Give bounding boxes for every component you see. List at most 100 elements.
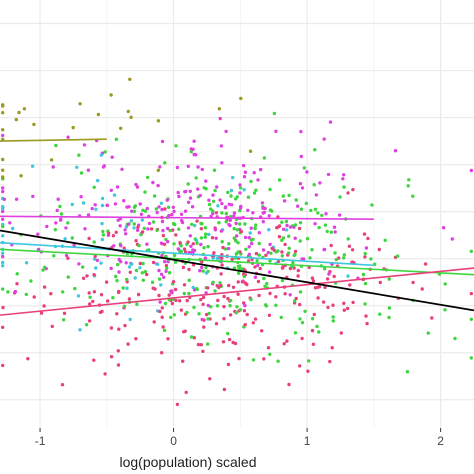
data-point <box>176 247 180 251</box>
data-point <box>202 325 206 329</box>
data-point <box>138 202 142 206</box>
data-point <box>175 165 180 170</box>
data-point <box>143 190 147 194</box>
data-point <box>125 277 129 282</box>
data-point <box>24 292 28 297</box>
data-point <box>313 222 317 226</box>
data-point <box>248 231 252 235</box>
data-point <box>166 226 170 231</box>
data-point <box>211 193 215 197</box>
data-point <box>262 276 266 281</box>
data-point <box>1 168 5 172</box>
data-point <box>99 261 103 265</box>
data-point <box>363 281 368 286</box>
data-point <box>204 271 209 275</box>
data-point <box>284 228 289 232</box>
data-point <box>287 382 291 387</box>
data-point <box>291 261 295 265</box>
data-point <box>162 242 167 246</box>
data-point <box>311 279 316 283</box>
data-point <box>113 202 118 206</box>
data-point <box>186 226 191 230</box>
data-point <box>88 302 92 306</box>
data-point <box>300 186 305 190</box>
data-point <box>109 93 113 97</box>
data-point <box>1 157 5 162</box>
data-point <box>78 102 82 106</box>
data-point <box>332 274 336 279</box>
data-point <box>127 265 132 269</box>
data-point <box>17 110 21 115</box>
data-point <box>159 201 164 205</box>
data-point <box>325 229 329 234</box>
data-point <box>96 112 101 117</box>
data-point <box>262 210 267 214</box>
data-point <box>281 194 285 198</box>
data-point <box>252 171 256 175</box>
data-point <box>280 250 284 254</box>
data-point <box>221 245 225 250</box>
data-point <box>98 310 103 315</box>
data-point <box>203 235 207 239</box>
data-point <box>411 280 415 285</box>
data-point <box>140 230 145 234</box>
data-point <box>140 271 144 275</box>
data-point <box>134 337 138 341</box>
data-point <box>132 226 136 230</box>
data-point <box>109 355 114 359</box>
data-point <box>346 274 350 278</box>
data-point <box>190 205 195 209</box>
data-point <box>203 256 208 260</box>
data-point <box>256 263 260 268</box>
data-point <box>160 253 164 258</box>
data-point <box>228 218 232 222</box>
data-point <box>182 291 186 296</box>
data-point <box>287 234 291 238</box>
data-point <box>175 402 180 407</box>
data-point <box>309 208 313 213</box>
data-point <box>281 227 286 231</box>
data-point <box>64 226 68 230</box>
data-point <box>88 295 92 299</box>
data-point <box>187 291 191 296</box>
data-point <box>174 298 178 303</box>
data-point <box>257 241 261 246</box>
data-point <box>232 236 236 240</box>
data-point <box>167 271 172 275</box>
data-point <box>320 213 324 218</box>
data-point <box>229 188 234 193</box>
data-point <box>266 250 270 255</box>
data-point <box>105 203 109 207</box>
data-point <box>377 247 381 252</box>
data-point <box>31 194 35 199</box>
data-point <box>342 185 346 189</box>
data-point <box>14 197 19 201</box>
data-point <box>293 331 298 335</box>
data-point <box>234 221 238 226</box>
data-point <box>146 175 150 180</box>
data-point <box>1 251 5 255</box>
data-point <box>120 167 124 171</box>
data-point <box>227 283 231 288</box>
data-point <box>345 306 350 311</box>
data-point <box>294 198 298 202</box>
data-point <box>256 279 261 284</box>
data-point <box>242 188 246 192</box>
data-point <box>299 207 304 211</box>
data-point <box>326 172 331 177</box>
data-point <box>121 286 125 290</box>
data-point <box>229 194 233 198</box>
data-point <box>277 235 282 239</box>
data-point <box>1 206 5 211</box>
data-point <box>22 107 27 111</box>
data-point <box>214 236 218 240</box>
data-point <box>109 266 113 271</box>
data-point <box>329 230 334 234</box>
data-point <box>191 242 195 246</box>
data-point <box>277 178 282 182</box>
data-point <box>191 250 195 254</box>
data-point <box>232 214 236 218</box>
data-point <box>163 161 167 165</box>
data-point <box>160 351 164 355</box>
data-point <box>92 290 97 294</box>
